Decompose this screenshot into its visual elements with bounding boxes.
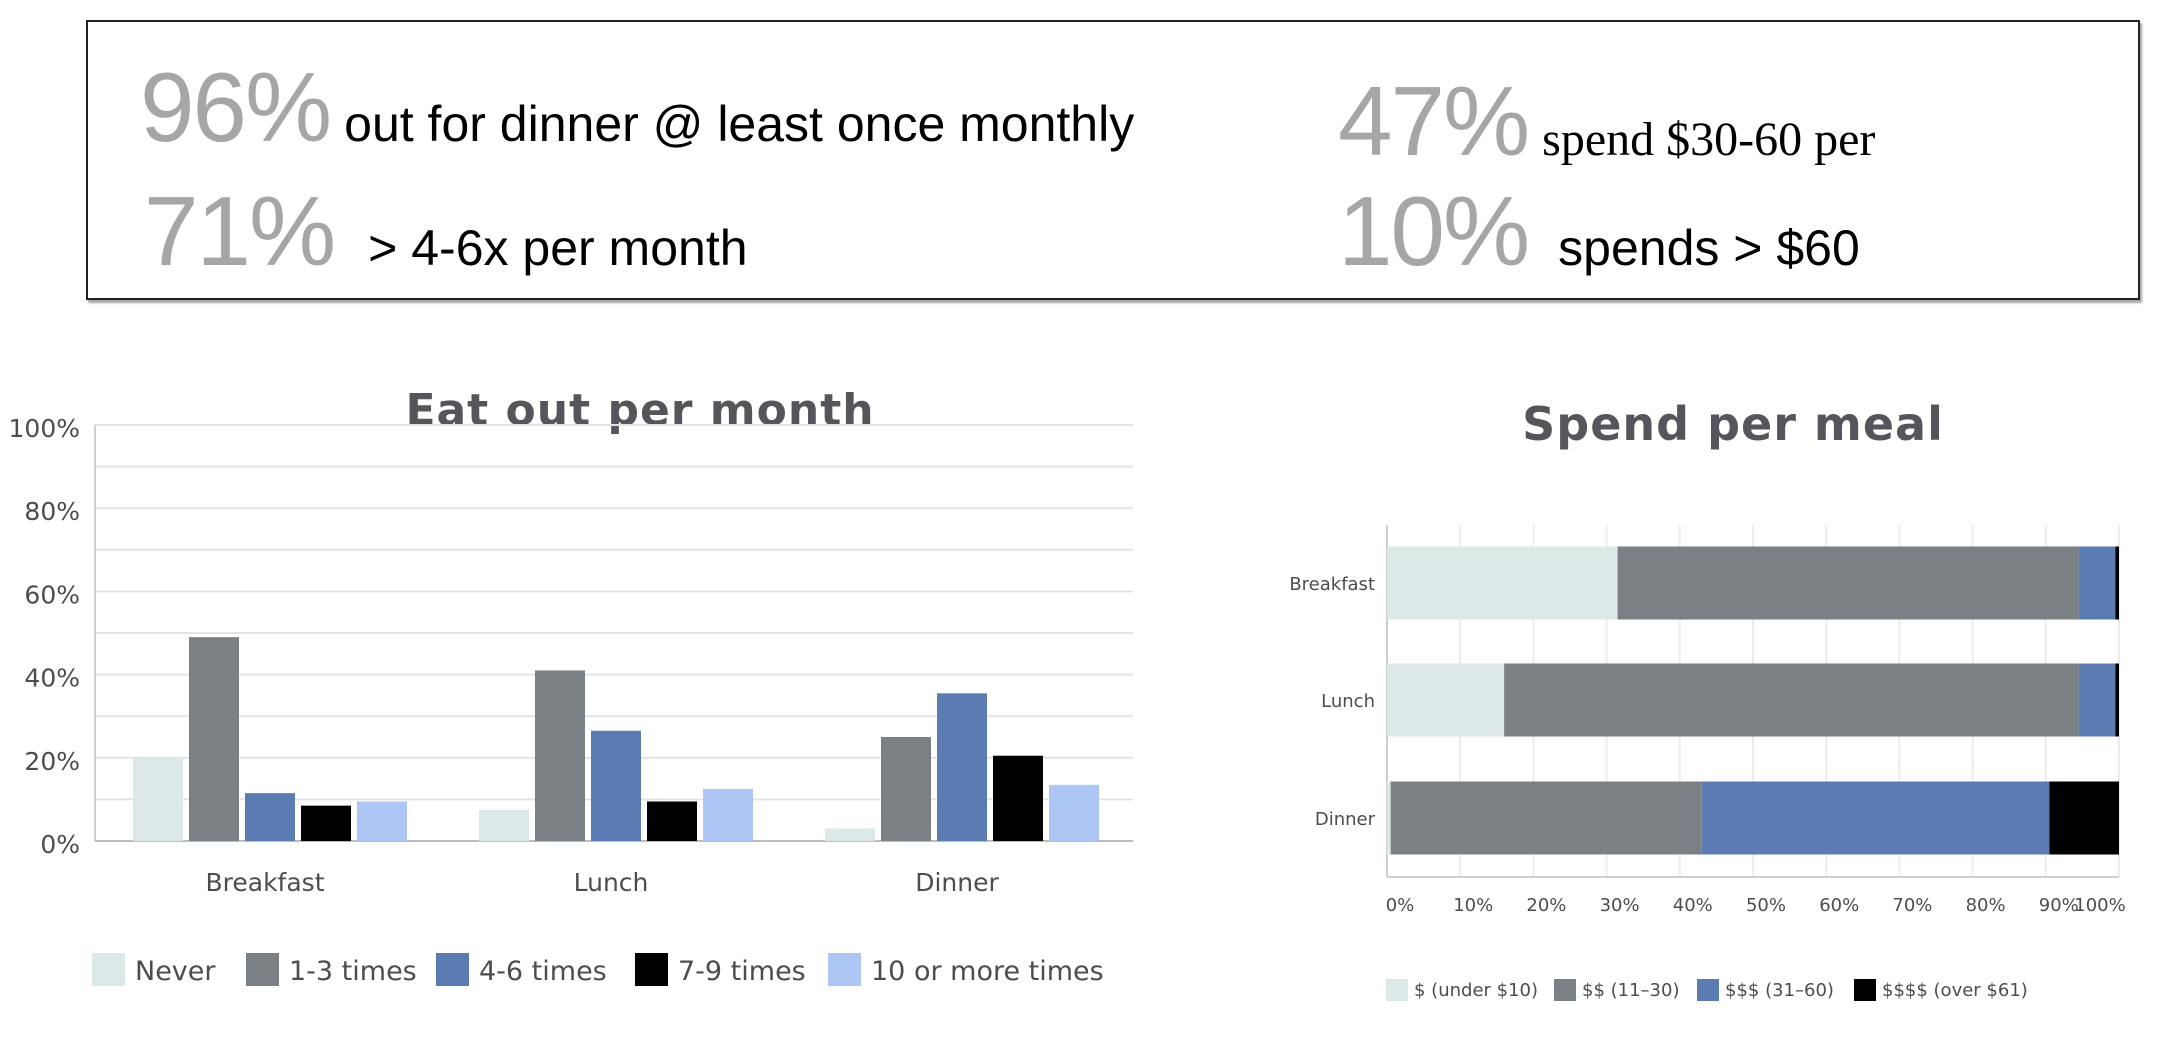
bar-segment-lunch-1 bbox=[1504, 663, 2079, 737]
legend-swatch bbox=[1386, 979, 1408, 1001]
stat-value: 71% bbox=[144, 176, 336, 286]
stat-value: 47% bbox=[1338, 66, 1530, 176]
legend-label: 10 or more times bbox=[871, 956, 1104, 987]
stat-frequency: 71% > 4-6x per month bbox=[144, 182, 748, 280]
x-tick-label: 80% bbox=[1966, 895, 2006, 916]
stat-spend-over-60: 10% spends > $60 bbox=[1338, 182, 1860, 280]
x-tick-label: 0% bbox=[1386, 895, 1415, 916]
x-tick-label: 20% bbox=[1526, 895, 1566, 916]
x-tick-label: Breakfast bbox=[205, 868, 324, 897]
bar-4-6-times-lunch bbox=[591, 730, 641, 841]
legend-swatch bbox=[635, 953, 668, 986]
legend-swatch bbox=[92, 953, 125, 986]
legend-label: 7-9 times bbox=[678, 956, 806, 987]
legend-swatch bbox=[1854, 979, 1876, 1001]
legend-label: $$ (11–30) bbox=[1582, 980, 1679, 1001]
legend-swatch bbox=[1554, 979, 1576, 1001]
legend-label: $$$ (31–60) bbox=[1725, 980, 1834, 1001]
x-tick-label: Lunch bbox=[574, 868, 649, 897]
legend-swatch bbox=[436, 953, 469, 986]
bar-segment-dinner-3 bbox=[2049, 781, 2119, 855]
bar-1-3-times-lunch bbox=[535, 670, 585, 841]
bar-10-or-more-times-dinner bbox=[1049, 784, 1099, 841]
bar-never-lunch bbox=[479, 809, 529, 841]
bar-segment-lunch-2 bbox=[2078, 663, 2116, 737]
bar-segment-dinner-1 bbox=[1390, 781, 1702, 855]
bar-7-9-times-breakfast bbox=[301, 805, 351, 841]
bar-segment-lunch-0 bbox=[1387, 663, 1505, 737]
y-tick-label: 60% bbox=[24, 580, 80, 609]
bar-1-3-times-breakfast bbox=[189, 637, 239, 841]
stat-value: 96% bbox=[140, 52, 332, 162]
y-tick-label: 100% bbox=[9, 414, 80, 443]
bar-segment-breakfast-3 bbox=[2115, 546, 2119, 620]
legend-label: $$$$ (over $61) bbox=[1882, 980, 2028, 1001]
x-tick-label: 60% bbox=[1819, 895, 1859, 916]
legend-label: 1-3 times bbox=[289, 956, 417, 987]
bar-7-9-times-lunch bbox=[647, 801, 697, 841]
stat-text: spend $30-60 per bbox=[1542, 113, 1876, 166]
stat-spend-30-60: 47% spend $30-60 per bbox=[1338, 72, 1875, 170]
y-tick-label: Lunch bbox=[1321, 691, 1375, 712]
stat-value: 10% bbox=[1338, 176, 1530, 286]
bar-segment-dinner-0 bbox=[1387, 781, 1391, 855]
stat-text: out for dinner @ least once monthly bbox=[344, 96, 1135, 152]
y-tick-label: Breakfast bbox=[1289, 574, 1375, 595]
x-tick-label: 90% bbox=[2039, 895, 2079, 916]
bar-10-or-more-times-lunch bbox=[703, 789, 753, 841]
x-tick-label: 100% bbox=[2074, 895, 2125, 916]
legend-swatch bbox=[246, 953, 279, 986]
stat-text: spends > $60 bbox=[1558, 220, 1860, 276]
bar-10-or-more-times-breakfast bbox=[357, 801, 407, 841]
bar-segment-dinner-2 bbox=[1701, 781, 2050, 855]
y-tick-label: 40% bbox=[24, 664, 80, 693]
y-tick-label: 20% bbox=[24, 747, 80, 776]
bar-segment-breakfast-2 bbox=[2078, 546, 2116, 620]
bar-segment-breakfast-0 bbox=[1387, 546, 1618, 620]
x-tick-label: 70% bbox=[1892, 895, 1932, 916]
summary-stats-box: 96% out for dinner @ least once monthly … bbox=[86, 20, 2140, 300]
bar-segment-breakfast-1 bbox=[1617, 546, 2079, 620]
x-tick-label: Dinner bbox=[915, 868, 999, 897]
bar-never-breakfast bbox=[133, 757, 183, 841]
bar-7-9-times-dinner bbox=[993, 755, 1043, 841]
y-tick-label: 0% bbox=[40, 830, 80, 859]
bar-segment-lunch-3 bbox=[2115, 663, 2119, 737]
legend-swatch bbox=[828, 953, 861, 986]
x-tick-label: 30% bbox=[1600, 895, 1640, 916]
bar-never-dinner bbox=[825, 828, 875, 841]
legend-swatch bbox=[1697, 979, 1719, 1001]
legend-label: $ (under $10) bbox=[1414, 980, 1538, 1001]
y-tick-label: 80% bbox=[24, 497, 80, 526]
y-tick-label: Dinner bbox=[1315, 809, 1376, 830]
x-tick-label: 10% bbox=[1453, 895, 1493, 916]
bar-4-6-times-dinner bbox=[937, 693, 987, 841]
bar-4-6-times-breakfast bbox=[245, 793, 295, 841]
x-tick-label: 40% bbox=[1673, 895, 1713, 916]
stat-dinner-monthly: 96% out for dinner @ least once monthly bbox=[140, 58, 1134, 156]
chart-title: Spend per meal bbox=[1522, 397, 1944, 451]
x-tick-label: 50% bbox=[1746, 895, 1786, 916]
legend-label: 4-6 times bbox=[479, 956, 607, 987]
stat-text: > 4-6x per month bbox=[368, 220, 748, 276]
legend-label: Never bbox=[135, 956, 216, 987]
chart-title: Eat out per month bbox=[405, 385, 874, 436]
bar-1-3-times-dinner bbox=[881, 737, 931, 841]
